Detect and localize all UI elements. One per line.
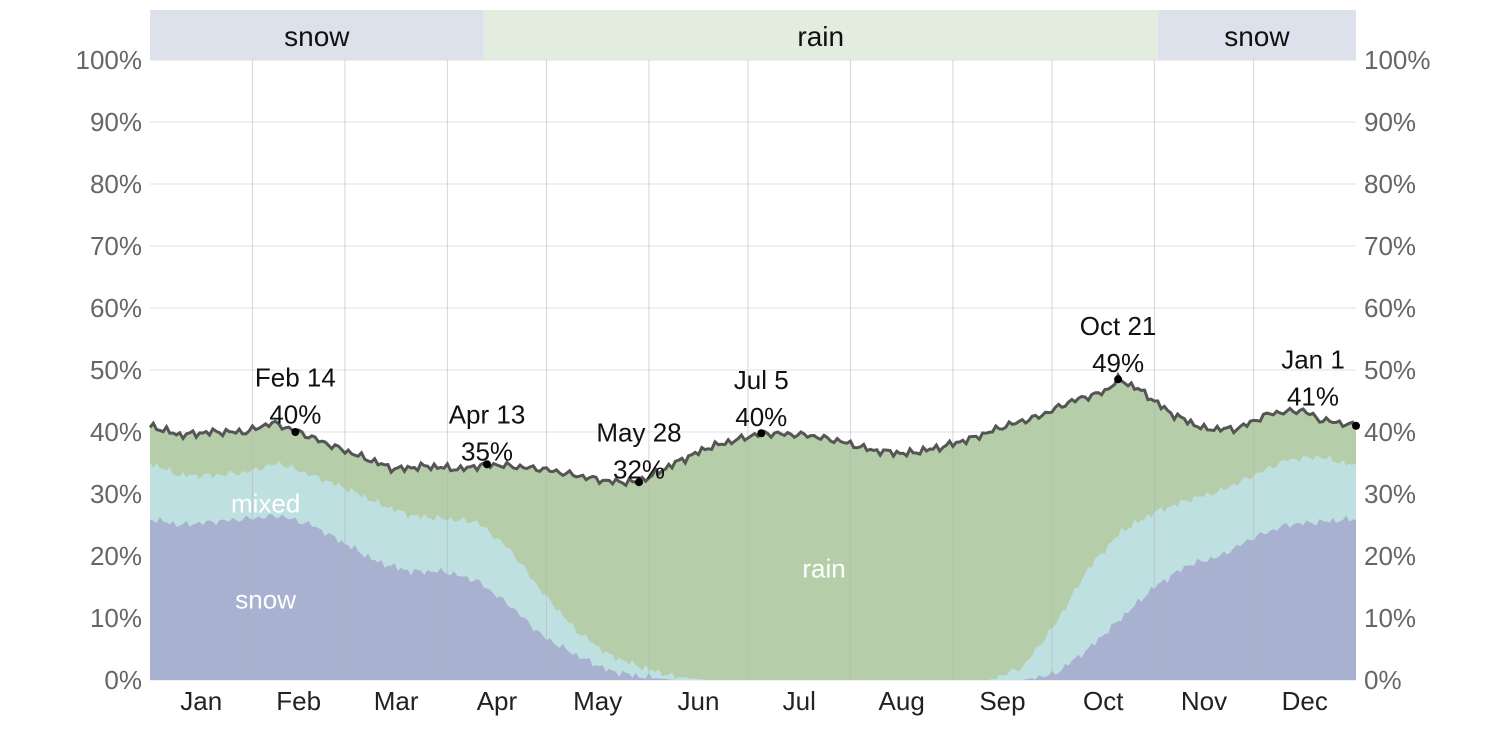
month-label: Feb (276, 686, 321, 716)
y-tick-label-left: 40% (90, 417, 142, 447)
y-tick-label-right: 10% (1364, 603, 1416, 633)
y-tick-label-right: 60% (1364, 293, 1416, 323)
area-label-rain: rain (802, 553, 845, 583)
y-tick-label-left: 70% (90, 231, 142, 261)
y-tick-label-left: 30% (90, 479, 142, 509)
y-tick-label-left: 10% (90, 603, 142, 633)
y-tick-label-left: 50% (90, 355, 142, 385)
season-band-label: rain (797, 21, 844, 52)
y-tick-label-right: 50% (1364, 355, 1416, 385)
month-label: Oct (1083, 686, 1124, 716)
y-tick-label-left: 60% (90, 293, 142, 323)
annotation-dot (1352, 421, 1360, 430)
month-label: Jun (678, 686, 720, 716)
stacked-areas (150, 375, 1356, 680)
annotations: 40% Feb 14 35% Apr 13 32% May 28 40% Jul 5 49% Oc… (255, 311, 1360, 487)
area-label-mixed: mixed (231, 488, 300, 518)
total-line-group (148, 371, 1358, 488)
season-band-label: snow (284, 21, 350, 52)
month-label: Dec (1282, 686, 1328, 716)
annotation-dot (483, 460, 492, 469)
annotation-dot (635, 478, 644, 487)
annotation-date: Jul 5 (734, 365, 789, 395)
annotation-value: 40% (269, 399, 321, 429)
y-tick-label-left: 90% (90, 107, 142, 137)
axis-labels: Jan Feb Mar Apr May Jun Jul Aug Sep Oct Nov Dec 0% 0%… (76, 45, 1431, 716)
season-band-label: snow (1224, 21, 1290, 52)
y-tick-label-left: 80% (90, 169, 142, 199)
y-tick-label-right: 80% (1364, 169, 1416, 199)
month-label: Jul (783, 686, 816, 716)
area-snow (150, 513, 1356, 680)
month-label: Apr (477, 686, 518, 716)
month-label: Nov (1181, 686, 1227, 716)
season-bands: snow rain snow (150, 10, 1356, 60)
annotation-value: 49% (1092, 348, 1144, 378)
annotation-dot (757, 429, 766, 438)
y-tick-label-right: 100% (1364, 45, 1431, 75)
total-precipitation-line (148, 371, 1358, 488)
month-label: May (573, 686, 622, 716)
season-band (1157, 10, 1356, 60)
annotation-dot (291, 428, 300, 436)
month-label: Sep (979, 686, 1025, 716)
y-tick-label-left: 20% (90, 541, 142, 571)
month-label: Aug (879, 686, 925, 716)
y-tick-label-right: 20% (1364, 541, 1416, 571)
annotation-value: 41% (1287, 381, 1339, 411)
annotation-date: May 28 (596, 418, 681, 448)
annotation-date: Feb 14 (255, 362, 336, 392)
y-tick-label-right: 0% (1364, 665, 1402, 695)
y-tick-label-right: 30% (1364, 479, 1416, 509)
y-tick-label-right: 70% (1364, 231, 1416, 261)
season-band (483, 10, 1158, 60)
area-labels: snow mixed rain (231, 488, 846, 614)
y-tick-label-right: 40% (1364, 417, 1416, 447)
annotation-value: 40% (735, 402, 787, 432)
annotation-dot (1114, 375, 1123, 384)
month-label: Mar (374, 686, 419, 716)
annotation-value: 35% (461, 437, 513, 467)
annotation-date: Oct 21 (1080, 311, 1157, 341)
month-label: Jan (180, 686, 222, 716)
month-lines (251, 60, 1255, 680)
annotation-value: 32% (613, 455, 665, 485)
y-tick-label-left: 0% (104, 665, 142, 695)
annotation-date: Jan 1 (1281, 344, 1345, 374)
season-band (150, 10, 484, 60)
y-tick-label-left: 100% (76, 45, 143, 75)
area-label-snow: snow (235, 584, 296, 614)
annotation-date: Apr 13 (449, 400, 526, 430)
y-tick-label-right: 90% (1364, 107, 1416, 137)
